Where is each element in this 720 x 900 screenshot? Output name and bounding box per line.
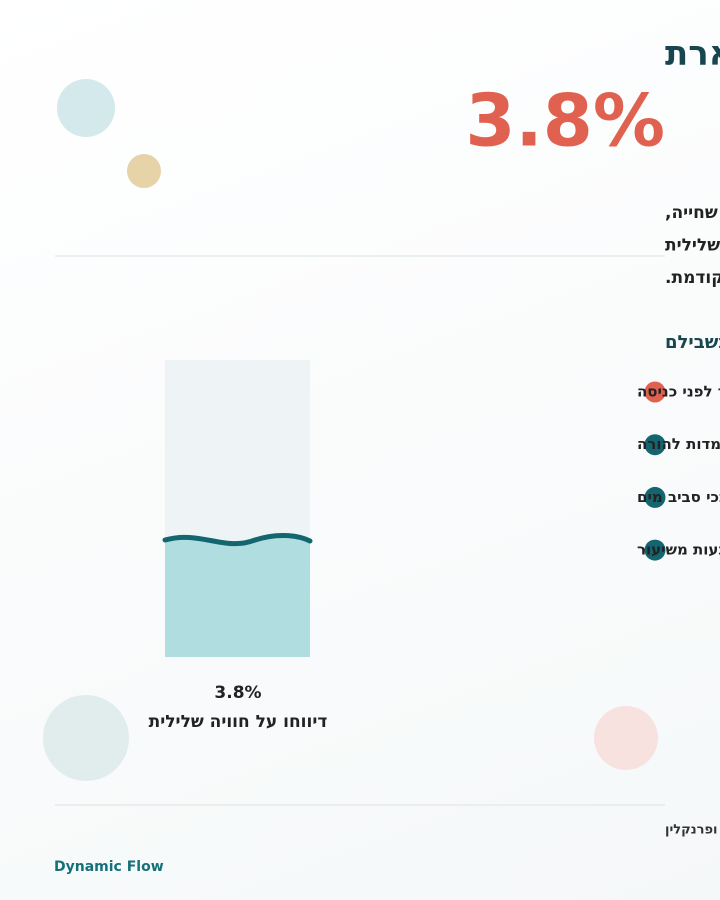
stat: 3.8% [465,79,665,163]
signs-title: סימנים שכדאי לעצור בשבילם [665,332,720,353]
brand: Dynamic Flow [54,859,164,875]
sign-label: פחד לפני כניסה [637,383,720,401]
sign-label: בכי סביב מים [637,488,720,506]
sign-dot [644,486,666,508]
description-line: קודמת. [665,268,720,288]
gauge-wave [162,532,313,547]
sign-dot [644,381,666,403]
description-line: מתוך 14,012 רישומים לשיעורי שחייה, [665,203,720,223]
decor-circle [594,706,658,770]
description: מתוך 14,012 רישומים לשיעורי שחייה, ילדים … [665,203,720,288]
gauge-fill [165,535,310,657]
description-line: ילדים דיווחו על חוויה שלילית [665,236,720,256]
decor-circle [57,79,115,137]
sign-label: הימנעות משיעור [637,541,720,559]
sign-dot [644,539,666,561]
sign-label: היצמדות להורה [637,435,720,453]
gauge-caption: דיווחו על חוויה שלילית [149,712,328,732]
source: מקור: מחקר פדן ופרנקלין [665,823,720,838]
decor-circle [127,154,161,188]
gauge-value: 3.8% [214,683,261,703]
signs-list: פחד לפני כניסה היצמדות להורה בכי סביב מים ה… [637,381,720,561]
sign-dot [644,434,666,456]
decor-circle [43,695,129,781]
